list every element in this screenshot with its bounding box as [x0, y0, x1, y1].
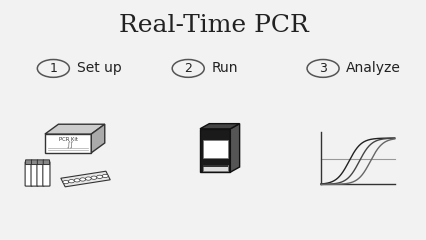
Polygon shape	[199, 129, 230, 172]
Circle shape	[102, 174, 108, 178]
Text: Set up: Set up	[76, 61, 121, 75]
Circle shape	[91, 176, 97, 179]
Circle shape	[96, 175, 102, 179]
FancyBboxPatch shape	[31, 162, 38, 186]
Bar	[202, 140, 227, 158]
Polygon shape	[91, 124, 104, 153]
Text: 3: 3	[318, 62, 326, 75]
FancyBboxPatch shape	[37, 162, 44, 186]
Text: Real-Time PCR: Real-Time PCR	[118, 14, 308, 37]
Circle shape	[74, 179, 80, 182]
Circle shape	[63, 180, 69, 184]
FancyBboxPatch shape	[43, 162, 50, 186]
Polygon shape	[199, 124, 239, 129]
Text: ∫∫: ∫∫	[66, 142, 74, 149]
Polygon shape	[45, 134, 91, 153]
Polygon shape	[60, 171, 110, 187]
Circle shape	[80, 178, 86, 181]
Text: 2: 2	[184, 62, 192, 75]
Polygon shape	[45, 124, 104, 134]
Bar	[202, 165, 227, 171]
Text: PCR Kit: PCR Kit	[58, 138, 78, 142]
FancyBboxPatch shape	[25, 162, 32, 186]
Circle shape	[68, 180, 74, 183]
Polygon shape	[230, 124, 239, 172]
FancyBboxPatch shape	[43, 160, 49, 165]
FancyBboxPatch shape	[26, 160, 32, 165]
Text: Analyze: Analyze	[345, 61, 400, 75]
Bar	[202, 165, 227, 168]
FancyBboxPatch shape	[37, 160, 43, 165]
Text: Run: Run	[211, 61, 237, 75]
Circle shape	[85, 177, 91, 180]
Text: 1: 1	[49, 62, 57, 75]
FancyBboxPatch shape	[32, 160, 37, 165]
